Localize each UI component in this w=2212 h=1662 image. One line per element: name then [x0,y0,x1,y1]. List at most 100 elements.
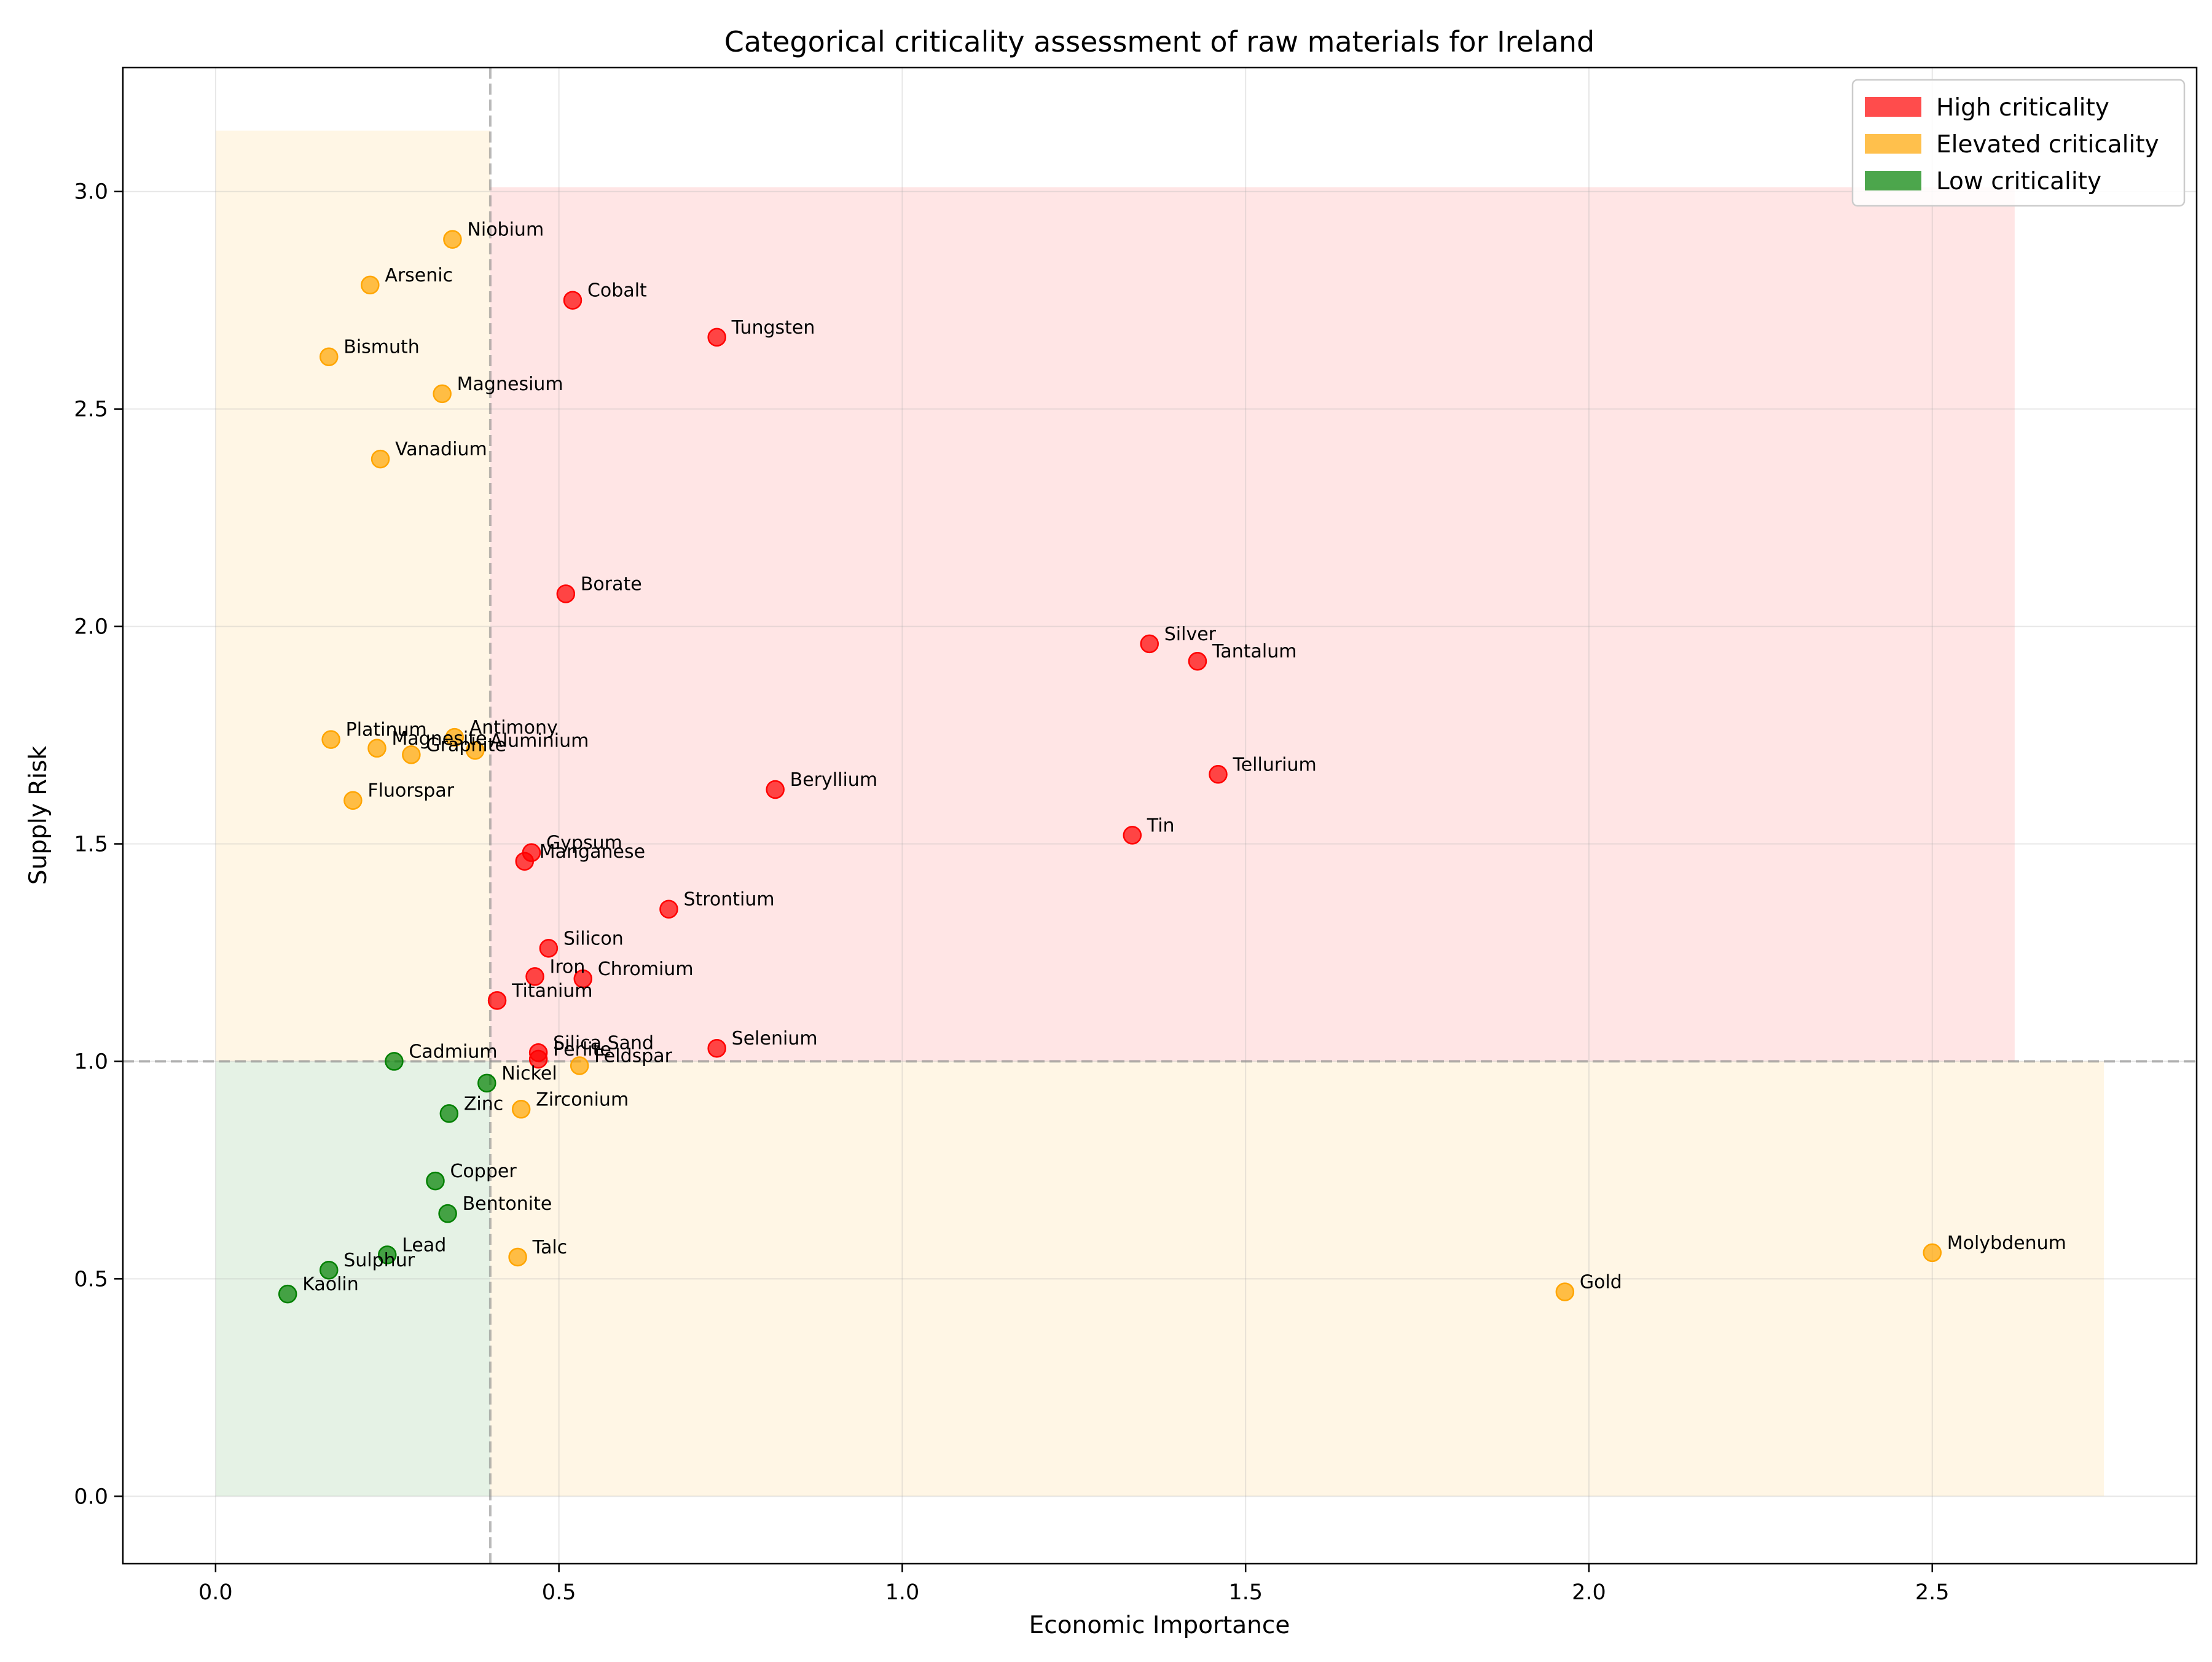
point-label-magnesium: Magnesium [457,374,563,395]
x-axis-ticks: 0.0 0.5 1.0 1.5 2.0 2.5 [198,1564,1950,1605]
point-label-chromium: Chromium [598,958,694,980]
point-label-vanadium: Vanadium [395,439,487,460]
point-nickel [477,1073,496,1093]
point-borate [556,584,576,603]
legend-label-low-criticality: Low criticality [1936,168,2101,195]
y-axis-ticks: 0.0 0.5 1.0 1.5 2.0 2.5 3.0 [74,180,123,1509]
point-platinum [321,730,340,749]
point-label-platinum: Platinum [346,719,427,741]
region-elevated-criticality-3 [490,1061,2104,1497]
point-label-beryllium: Beryllium [790,769,877,791]
point-label-silver: Silver [1164,624,1217,645]
point-label-manganese: Manganese [539,841,645,863]
point-sulphur [320,1260,339,1280]
point-label-bismuth: Bismuth [343,337,420,358]
point-tellurium [1209,765,1228,784]
x-tick-label-2: 1.0 [885,1580,920,1605]
point-label-antimony: Antimony [469,717,558,739]
point-label-aluminium: Aluminium [490,730,589,751]
point-kaolin [278,1284,297,1304]
point-label-sulphur: Sulphur [343,1250,415,1271]
point-vanadium [371,449,390,469]
point-label-bentonite: Bentonite [463,1193,552,1215]
point-feldspar [570,1056,589,1075]
point-label-strontium: Strontium [683,889,774,911]
point-strontium [659,900,678,919]
point-label-silica-sand: Silica Sand [553,1032,654,1054]
legend-swatch-elevated-criticality [1865,134,1921,154]
point-label-selenium: Selenium [732,1028,818,1049]
grid-lines [123,68,2197,1564]
legend-swatch-high-criticality [1865,97,1921,117]
point-silicon [539,939,559,958]
legend-box [1851,79,2186,207]
point-perlite [528,1049,548,1069]
point-aluminium [466,741,485,760]
region-elevated-criticality-0 [215,130,490,1062]
point-manganese [515,852,535,871]
point-chromium [573,969,593,989]
x-tick-label-4: 2.0 [1572,1580,1606,1605]
point-label-tungsten: Tungsten [731,317,815,339]
point-tin [1123,826,1142,845]
point-label-cadmium: Cadmium [409,1041,497,1062]
point-label-kaolin: Kaolin [302,1274,359,1295]
point-label-fluorspar: Fluorspar [367,780,454,802]
y-tick-label-5: 2.5 [74,398,108,422]
point-label-feldspar: Feldspar [594,1046,673,1067]
point-label-iron: Iron [550,956,586,978]
point-tantalum [1188,651,1207,671]
point-silver [1140,634,1159,654]
point-label-gold: Gold [1580,1272,1622,1293]
legend: High criticality Elevated criticality Low … [1851,79,2186,207]
y-tick-label-6: 3.0 [74,180,108,205]
point-label-lead: Lead [402,1234,446,1256]
point-label-borate: Borate [581,573,642,595]
point-titanium [487,991,507,1010]
legend-label-high-criticality: High criticality [1936,94,2109,122]
x-tick-label-5: 2.5 [1915,1580,1950,1605]
point-label-talc: Talc [532,1237,568,1258]
point-beryllium [766,780,785,799]
point-label-cobalt: Cobalt [587,280,647,302]
point-selenium [707,1038,726,1058]
y-tick-label-1: 0.5 [74,1267,108,1292]
point-zinc [439,1104,459,1123]
point-label-copper: Copper [450,1161,517,1182]
point-lead [378,1245,397,1264]
point-cadmium [385,1052,404,1071]
point-magnesium [433,384,452,404]
point-fluorspar [343,791,363,810]
point-label-tellurium: Tellurium [1232,754,1316,775]
point-cobalt [563,291,582,310]
x-tick-label-3: 1.5 [1228,1580,1263,1605]
point-talc [508,1247,527,1267]
y-tick-label-3: 1.5 [74,833,108,857]
point-label-nickel: Nickel [501,1063,557,1084]
x-axis-label: Economic Importance [1029,1612,1290,1639]
threshold-lines [123,68,2197,1564]
point-label-graphite: Graphite [426,734,506,756]
chart-title: Categorical criticality assessment of ra… [724,25,1594,58]
point-label-niobium: Niobium [467,219,544,241]
point-label-titanium: Titanium [511,980,592,1002]
point-graphite [402,745,421,764]
point-label-perlite: Perlite [553,1039,611,1060]
point-magnesite [367,739,386,758]
point-label-zirconium: Zirconium [536,1089,629,1110]
point-zirconium [511,1100,531,1119]
plot-frame [122,66,2198,1565]
point-iron [525,967,544,986]
x-tick-label-0: 0.0 [198,1580,233,1605]
point-label-silicon: Silicon [563,928,624,949]
point-label-molybdenum: Molybdenum [1947,1233,2066,1254]
point-antimony [445,727,465,747]
x-tick-label-1: 0.5 [542,1580,576,1605]
point-tungsten [707,327,726,347]
criticality-regions [215,130,2104,1497]
point-label-magnesite: Magnesite [391,728,487,750]
point-label-tantalum: Tantalum [1212,641,1296,662]
